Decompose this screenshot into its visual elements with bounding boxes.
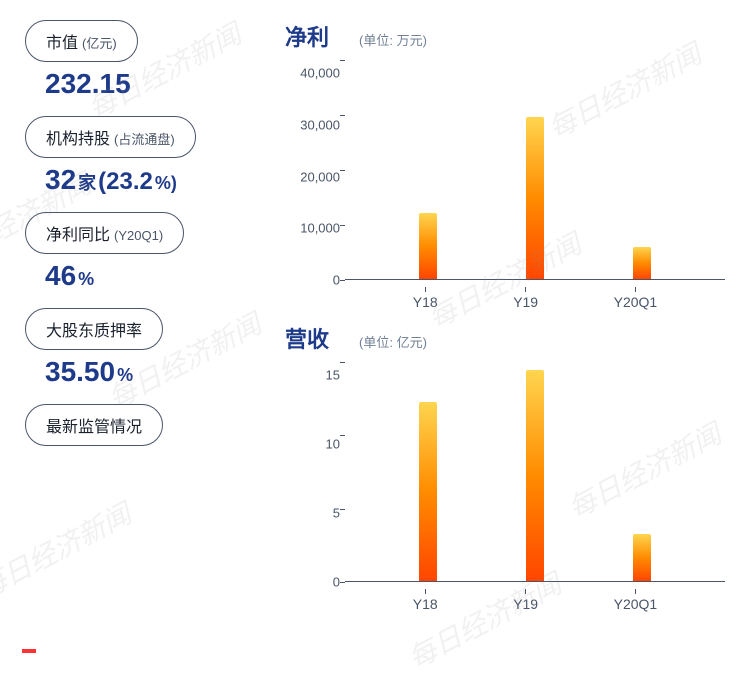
x-tick-label: Y20Q1 bbox=[614, 596, 658, 612]
metrics-panel: 市值 (亿元) 232.15 机构持股 (占流通盘) 32 家 (23.2 %)… bbox=[25, 20, 255, 612]
chart2-unit: (单位: 亿元) bbox=[359, 332, 427, 351]
metric-pledge: 大股东质押率 35.50 % bbox=[25, 308, 255, 388]
y-tick: 20,000 bbox=[285, 170, 340, 183]
label-regulatory: 最新监管情况 bbox=[46, 413, 142, 437]
chart-bar bbox=[633, 247, 651, 279]
chart-bar bbox=[633, 534, 651, 581]
sub-profit-yoy: (Y20Q1) bbox=[114, 228, 163, 243]
chart1-x-labels: Y18 Y19 Y20Q1 bbox=[345, 287, 725, 310]
sub-institutional: (占流通盘) bbox=[114, 129, 175, 148]
chart2-header: 营收 (单位: 亿元) bbox=[285, 322, 725, 354]
label-market-cap: 市值 bbox=[46, 29, 78, 53]
metric-institutional: 机构持股 (占流通盘) 32 家 (23.2 %) bbox=[25, 116, 255, 196]
metric-regulatory: 最新监管情况 bbox=[25, 404, 255, 446]
label-pledge: 大股东质押率 bbox=[46, 317, 142, 341]
x-tick-group: Y19 bbox=[513, 287, 538, 310]
chart2-y-axis: 151050 bbox=[285, 362, 340, 582]
main-container: 市值 (亿元) 232.15 机构持股 (占流通盘) 32 家 (23.2 %)… bbox=[0, 0, 750, 632]
metric-profit-yoy: 净利同比 (Y20Q1) 46 % bbox=[25, 212, 255, 292]
chart-bar bbox=[526, 370, 544, 581]
value-institutional: 32 家 (23.2 %) bbox=[25, 164, 255, 196]
chart1-title: 净利 bbox=[285, 20, 329, 52]
pill-pledge: 大股东质押率 bbox=[25, 308, 163, 350]
x-tick-group: Y18 bbox=[413, 287, 438, 310]
chart-revenue: 营收 (单位: 亿元) 15 10 5 0 Y18 Y19 Y20Q1 bbox=[285, 322, 725, 612]
y-tick: 5 bbox=[285, 507, 340, 520]
y-tick: 10 bbox=[285, 438, 340, 451]
pill-market-cap: 市值 (亿元) bbox=[25, 20, 138, 62]
x-tick-label: Y18 bbox=[413, 596, 438, 612]
chart2-title: 营收 bbox=[285, 322, 329, 354]
charts-panel: 净利 (单位: 万元) 40,000 30,000 20,000 10,000 0 Y1… bbox=[285, 20, 725, 612]
x-tick-label: Y18 bbox=[413, 294, 438, 310]
y-tick: 0 bbox=[285, 576, 340, 589]
y-tick: 15 bbox=[285, 369, 340, 382]
chart-bar bbox=[419, 213, 437, 279]
x-tick-label: Y20Q1 bbox=[614, 294, 658, 310]
pill-institutional: 机构持股 (占流通盘) bbox=[25, 116, 196, 158]
red-indicator bbox=[22, 649, 36, 653]
chart1-plot bbox=[345, 60, 725, 280]
chart1-unit: (单位: 万元) bbox=[359, 30, 427, 49]
x-tick-group: Y20Q1 bbox=[614, 589, 658, 612]
value-profit-yoy: 46 % bbox=[25, 260, 255, 292]
x-tick-label: Y19 bbox=[513, 294, 538, 310]
y-tick: 0 bbox=[285, 274, 340, 287]
y-tick: 10,000 bbox=[285, 222, 340, 235]
label-institutional: 机构持股 bbox=[46, 125, 110, 149]
pill-profit-yoy: 净利同比 (Y20Q1) bbox=[25, 212, 184, 254]
chart1-header: 净利 (单位: 万元) bbox=[285, 20, 725, 52]
x-tick-label: Y19 bbox=[513, 596, 538, 612]
chart-bar bbox=[419, 402, 437, 581]
sub-market-cap: (亿元) bbox=[82, 33, 117, 52]
chart1-y-axis: 40,00030,00020,00010,0000 bbox=[285, 60, 340, 280]
metric-market-cap: 市值 (亿元) 232.15 bbox=[25, 20, 255, 100]
x-tick-group: Y20Q1 bbox=[614, 287, 658, 310]
x-tick-group: Y19 bbox=[513, 589, 538, 612]
y-tick: 30,000 bbox=[285, 118, 340, 131]
y-tick: 40,000 bbox=[285, 67, 340, 80]
chart2-x-labels: Y18 Y19 Y20Q1 bbox=[345, 589, 725, 612]
chart2-plot bbox=[345, 362, 725, 582]
value-market-cap: 232.15 bbox=[25, 68, 255, 100]
chart1-area: 40,000 30,000 20,000 10,000 0 Y18 Y19 Y20Q1 bbox=[285, 60, 725, 310]
pill-regulatory: 最新监管情况 bbox=[25, 404, 163, 446]
x-tick-group: Y18 bbox=[413, 589, 438, 612]
label-profit-yoy: 净利同比 bbox=[46, 221, 110, 245]
chart-bar bbox=[526, 117, 544, 279]
chart-net-profit: 净利 (单位: 万元) 40,000 30,000 20,000 10,000 0 Y1… bbox=[285, 20, 725, 310]
value-pledge: 35.50 % bbox=[25, 356, 255, 388]
chart2-area: 15 10 5 0 Y18 Y19 Y20Q1 bbox=[285, 362, 725, 612]
